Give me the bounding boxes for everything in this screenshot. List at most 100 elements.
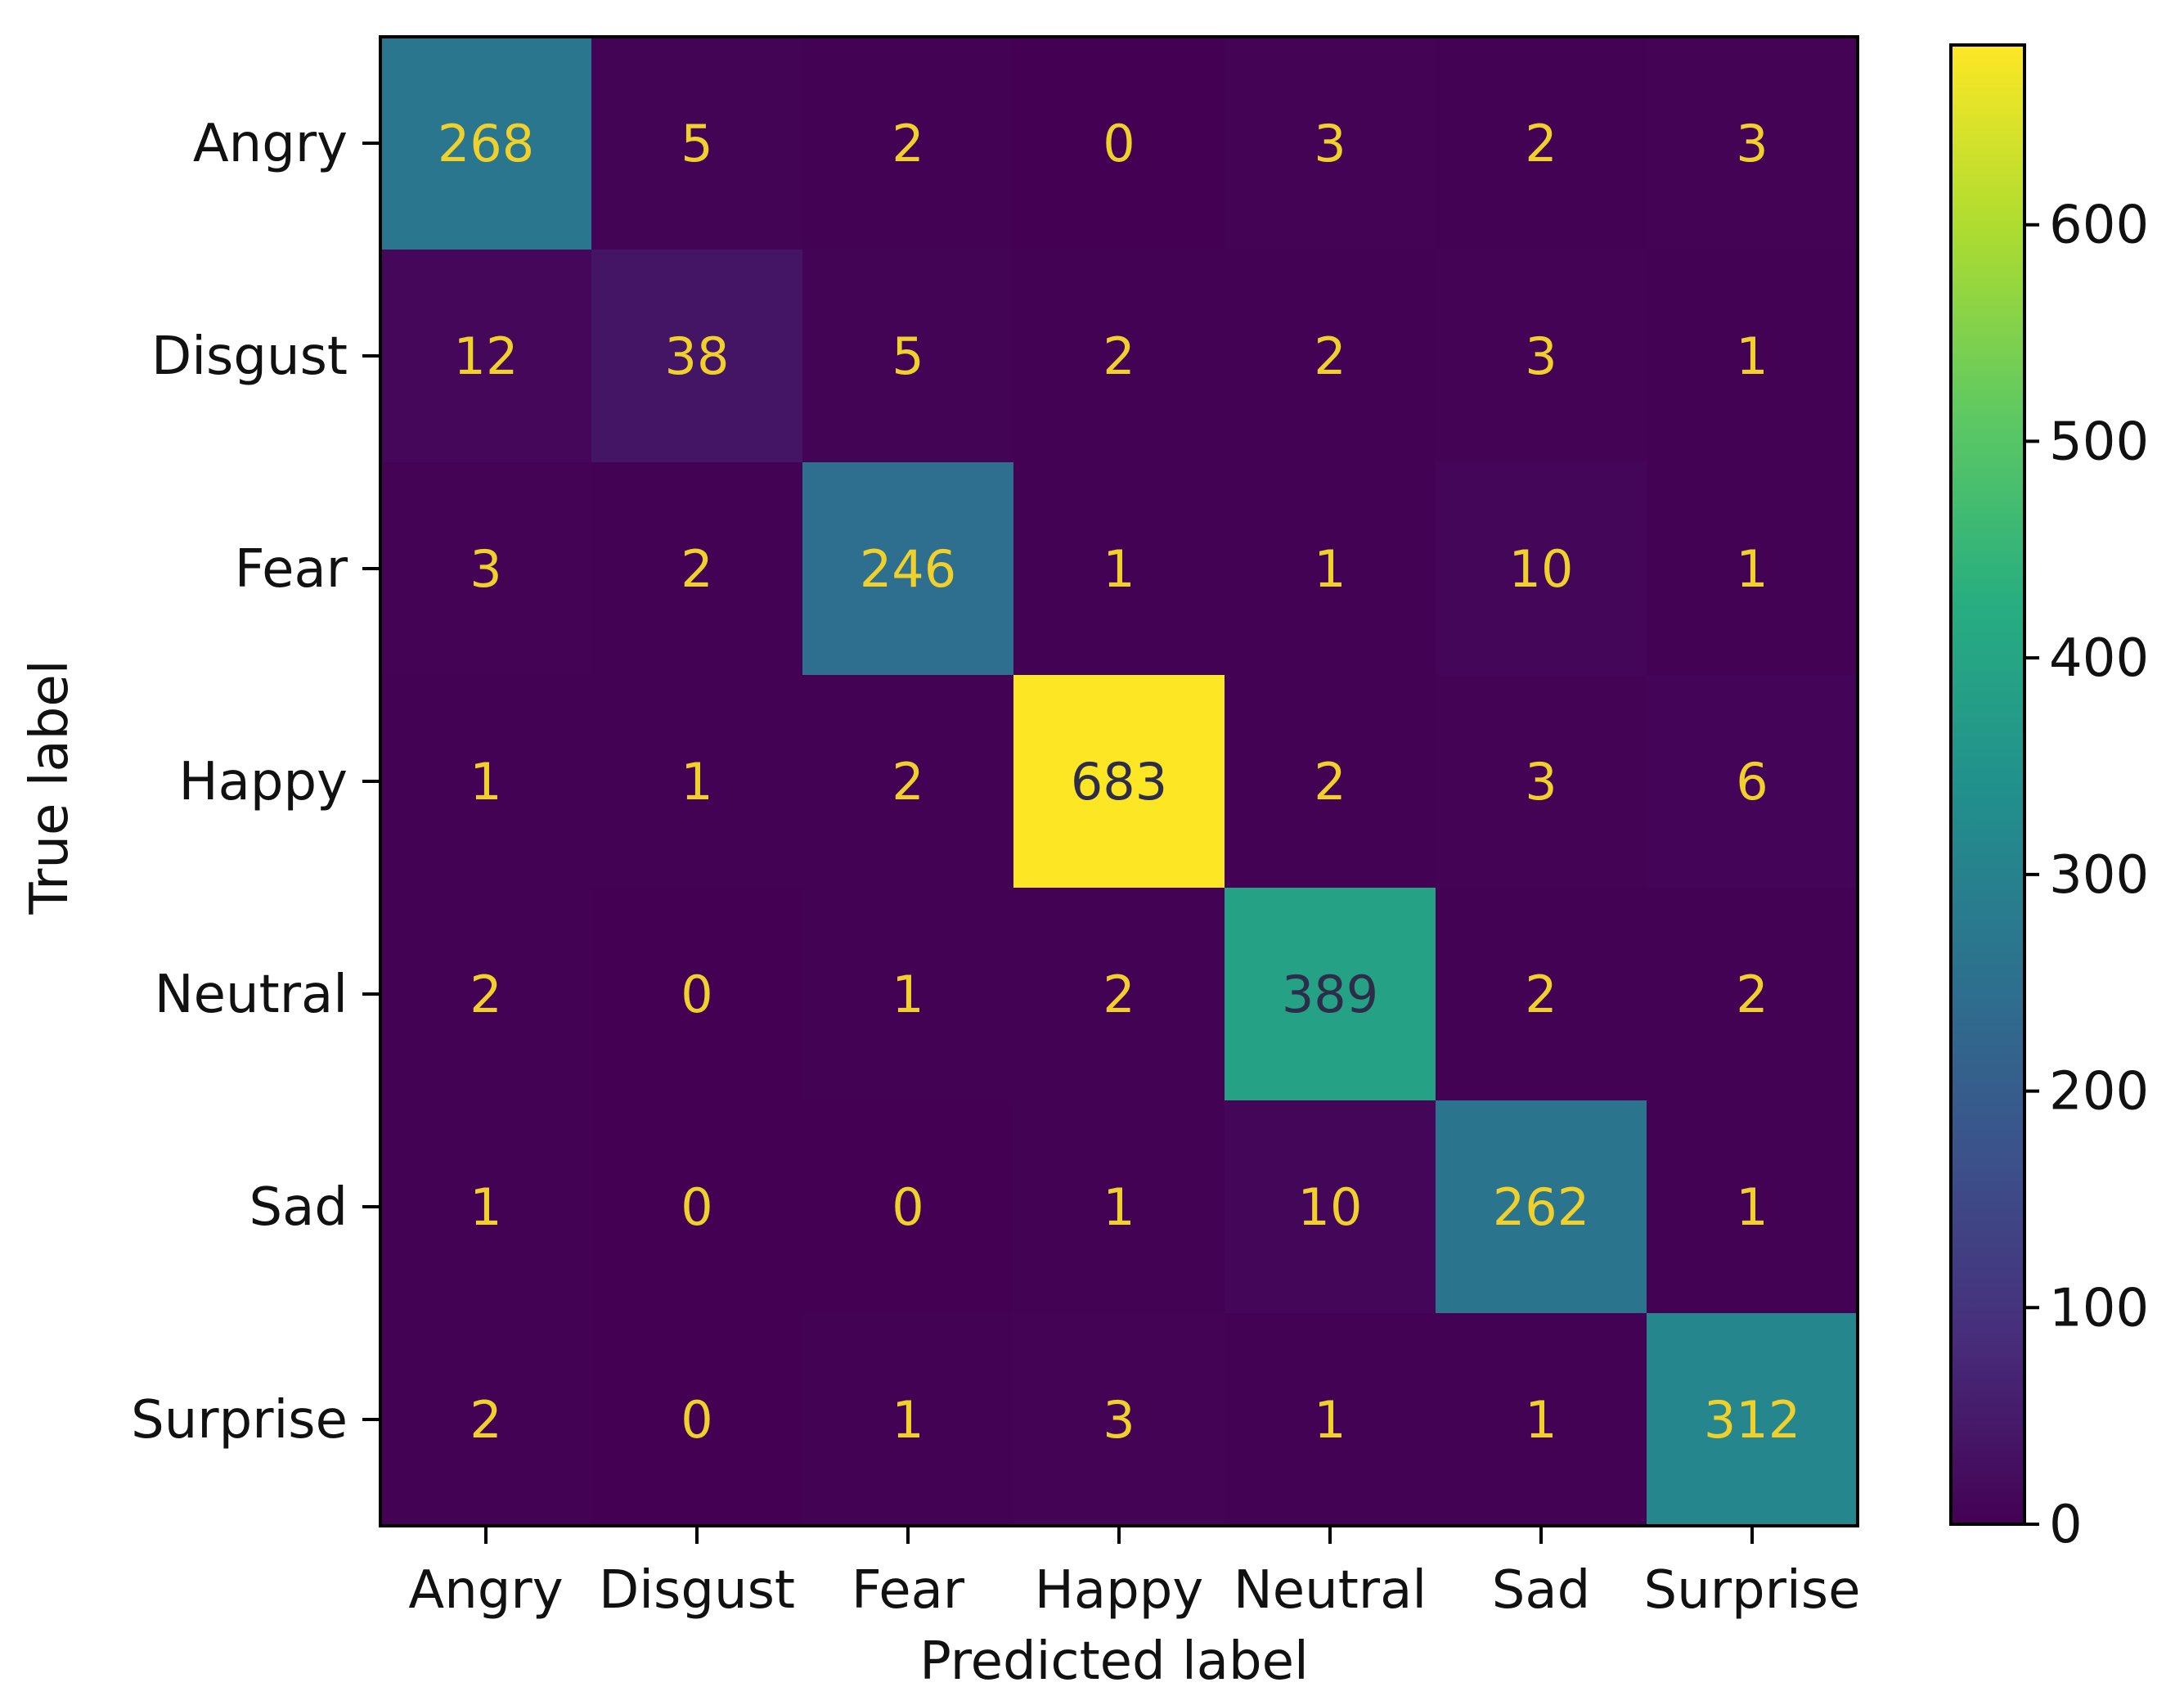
heatmap-cell-value: 1 (1736, 1177, 1768, 1237)
heatmap-cell (380, 1100, 592, 1314)
colorbar-tick-label: 400 (2049, 628, 2149, 689)
heatmap-cell (591, 462, 803, 676)
heatmap-cell (380, 462, 592, 676)
heatmap-cell (1013, 675, 1225, 888)
heatmap-cell (1647, 462, 1858, 676)
heatmap-cell (1225, 250, 1436, 463)
heatmap-cell-value: 1 (681, 752, 712, 812)
heatmap-cell (1225, 462, 1436, 676)
heatmap-cell-value: 3 (1525, 326, 1557, 386)
y-tick-label: Neutral (155, 965, 348, 1025)
heatmap-cell (1013, 462, 1225, 676)
heatmap-cell (591, 1313, 803, 1527)
heatmap-cell (1225, 675, 1436, 888)
heatmap-cell-value: 246 (860, 539, 956, 599)
heatmap-cell (1013, 1313, 1225, 1527)
colorbar-gradient (1949, 43, 2026, 1526)
heatmap-cell-value: 3 (1736, 114, 1768, 173)
heatmap-cell-value: 0 (681, 1177, 712, 1237)
heatmap-cell-value: 0 (681, 965, 712, 1024)
heatmap-cell-value: 38 (665, 326, 730, 386)
heatmap-cell-value: 2 (1525, 965, 1557, 1024)
heatmap-cell (1013, 250, 1225, 463)
heatmap-cell (1436, 37, 1647, 250)
heatmap-cell (380, 888, 592, 1101)
heatmap-cell (1436, 250, 1647, 463)
heatmap-cell-value: 1 (1736, 539, 1768, 599)
heatmap-cell (1013, 1100, 1225, 1314)
heatmap-cell-value: 1 (1314, 1390, 1346, 1450)
heatmap-cell-value: 10 (1298, 1177, 1363, 1237)
heatmap-cell (591, 250, 803, 463)
heatmap-cell (591, 37, 803, 250)
heatmap-cell (380, 1313, 592, 1527)
x-tick-label: Surprise (1644, 1560, 1861, 1621)
heatmap-cell-value: 2 (470, 965, 501, 1024)
colorbar-tick-label: 100 (2049, 1278, 2149, 1338)
heatmap-cell (802, 37, 1014, 250)
heatmap-cell-value: 10 (1509, 539, 1574, 599)
heatmap-cell-value: 0 (1103, 114, 1135, 173)
heatmap-cell (380, 250, 592, 463)
heatmap-cell (591, 888, 803, 1101)
x-tick-label: Angry (408, 1560, 563, 1621)
heatmap-cell-value: 683 (1071, 752, 1167, 812)
heatmap-cell-value: 268 (438, 114, 534, 173)
heatmap-cell-value: 3 (1314, 114, 1346, 173)
heatmap-cell-value: 262 (1493, 1177, 1589, 1237)
heatmap-cell-value: 1 (892, 965, 923, 1024)
heatmap-cell-value: 2 (1736, 965, 1768, 1024)
heatmap-cell-value: 2 (1525, 114, 1557, 173)
heatmap-cell (380, 675, 592, 888)
heatmap-cell-value: 3 (1103, 1390, 1135, 1450)
heatmap-cell-value: 5 (681, 114, 712, 173)
x-tick-label: Sad (1492, 1560, 1590, 1621)
x-tick-label: Happy (1035, 1560, 1203, 1621)
heatmap-cell-value: 2 (1314, 752, 1346, 812)
x-axis-ticks: Angry Disgust Fear Happy Neutral Sad Surprise (408, 1526, 1860, 1621)
y-axis-title: True label (20, 659, 80, 915)
heatmap-cell (1436, 675, 1647, 888)
heatmap-cell-value: 1 (1103, 1177, 1135, 1237)
heatmap-cell-value: 3 (470, 539, 501, 599)
heatmap-cell (1013, 888, 1225, 1101)
x-axis-title: Predicted label (919, 1631, 1309, 1692)
heatmap-cell (802, 462, 1014, 676)
heatmap-cell (380, 37, 592, 250)
heatmap-cell-value: 312 (1704, 1390, 1800, 1450)
colorbar-tick-label: 200 (2049, 1062, 2149, 1122)
heatmap-cell-value: 0 (892, 1177, 923, 1237)
heatmap-cell (1436, 462, 1647, 676)
heatmap-cell (802, 1100, 1014, 1314)
heatmap-cell (1647, 1100, 1858, 1314)
heatmap-cell-value: 1 (1736, 326, 1768, 386)
heatmap-cell-value: 2 (892, 114, 923, 173)
heatmap-cell (1647, 1313, 1858, 1527)
heatmap-cell-value: 0 (681, 1390, 712, 1450)
heatmap-cell-value: 2 (892, 752, 923, 812)
heatmap-cell (1647, 250, 1858, 463)
heatmap-cell-value: 1 (1525, 1390, 1557, 1450)
y-tick-label: Fear (235, 539, 348, 600)
heatmap-cell-value: 6 (1736, 752, 1768, 812)
heatmap-cell (1436, 1313, 1647, 1527)
heatmap-cell-value: 5 (892, 326, 923, 386)
heatmap-cell-value: 1 (892, 1390, 923, 1450)
colorbar-tick-label: 300 (2049, 845, 2149, 906)
x-tick-label: Disgust (599, 1560, 795, 1621)
heatmap-cell-value: 2 (681, 539, 712, 599)
heatmap-cell (1225, 1100, 1436, 1314)
colorbar-tick-label: 0 (2049, 1495, 2083, 1555)
heatmap-cell-value: 12 (454, 326, 519, 386)
heatmap-cell (1647, 37, 1858, 250)
heatmap-cell-values: 268 5 2 0 3 2 312 38 5 2 2 3 13 2 246 1 1 10 11 1 2 683 2 3 62 0 1… (438, 114, 1800, 1450)
y-tick-label: Happy (179, 752, 348, 812)
y-tick-label: Surprise (131, 1390, 348, 1451)
heatmap-cell (1225, 37, 1436, 250)
heatmap-cell (802, 1313, 1014, 1527)
heatmap-cell-value: 3 (1525, 752, 1557, 812)
heatmap-cell-value: 1 (1103, 539, 1135, 599)
heatmap-cell (1225, 888, 1436, 1101)
heatmap-cells (380, 37, 1858, 1527)
heatmap-cell (802, 675, 1014, 888)
